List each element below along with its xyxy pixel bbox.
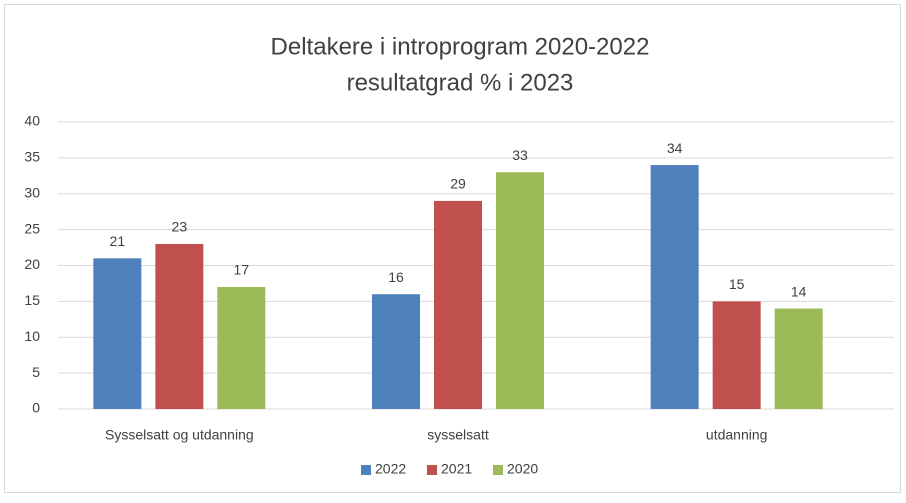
y-tick-label: 35 <box>24 149 40 165</box>
legend-swatch <box>361 465 371 475</box>
bar <box>372 294 420 409</box>
bar <box>434 200 482 409</box>
x-tick-label: sysselsatt <box>427 427 489 443</box>
legend-swatch <box>493 465 503 475</box>
data-label: 21 <box>110 233 126 249</box>
x-tick-label: utdanning <box>706 427 768 443</box>
bar <box>650 165 699 409</box>
bar <box>217 287 266 409</box>
legend-label: 2021 <box>441 461 472 477</box>
bar <box>93 258 142 409</box>
bar <box>155 243 204 409</box>
chart-title: Deltakere i introprogram 2020-2022 <box>271 33 650 60</box>
data-label: 14 <box>791 283 807 299</box>
chart-title: resultatgrad % i 2023 <box>347 69 574 96</box>
data-label: 33 <box>512 147 528 163</box>
legend-swatch <box>427 465 437 475</box>
legend-label: 2020 <box>507 461 538 477</box>
legend-label: 2022 <box>375 461 406 477</box>
data-label: 17 <box>234 262 250 278</box>
y-tick-label: 25 <box>24 220 40 236</box>
y-tick-label: 5 <box>32 364 40 380</box>
y-tick-label: 20 <box>24 256 40 272</box>
y-tick-label: 0 <box>32 400 40 416</box>
bar <box>712 301 761 409</box>
y-tick-label: 10 <box>24 328 40 344</box>
y-tick-label: 30 <box>24 184 40 200</box>
y-tick-label: 15 <box>24 292 40 308</box>
y-tick-label: 40 <box>24 113 40 129</box>
x-tick-label: Sysselsatt og utdanning <box>105 427 254 443</box>
data-label: 15 <box>729 276 745 292</box>
data-label: 16 <box>388 269 404 285</box>
data-label: 23 <box>172 219 188 235</box>
bar <box>496 172 544 409</box>
bar <box>774 308 823 409</box>
data-label: 34 <box>667 140 683 156</box>
data-label: 29 <box>450 176 466 192</box>
